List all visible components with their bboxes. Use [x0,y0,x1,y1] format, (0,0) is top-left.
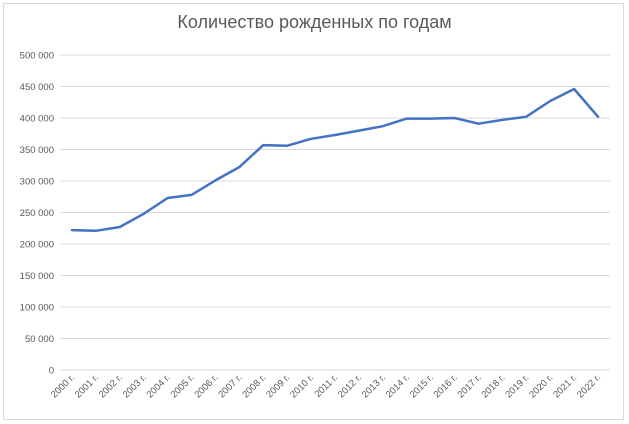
y-tick-label: 250 000 [20,208,54,219]
x-tick-label: 2012 г. [336,372,364,400]
x-tick-label: 2017 г. [456,372,484,400]
y-tick-label: 200 000 [20,240,54,251]
x-tick-label: 2005 г. [169,372,197,400]
x-tick-label: 2011 г. [313,372,341,400]
x-tick-label: 2020 г. [527,372,555,400]
y-tick-label: 450 000 [20,82,54,93]
x-tick-label: 2010 г. [288,372,316,400]
y-tick-label: 400 000 [20,114,54,125]
y-tick-label: 350 000 [20,145,54,156]
x-tick-label: 2022 г. [575,372,603,400]
x-tick-label: 2000 г. [49,372,77,400]
x-tick-label: 2021 г. [551,372,579,400]
chart-frame [3,3,624,420]
x-tick-label: 2007 г. [216,372,244,400]
y-tick-label: 50 000 [25,334,54,345]
x-tick-label: 2001 г. [73,372,101,400]
y-tick-label: 0 [49,366,54,377]
x-tick-label: 2013 г. [360,372,388,400]
y-tick-label: 500 000 [20,51,54,62]
x-tick-label: 2008 г. [240,372,268,400]
x-tick-label: 2004 г. [145,372,173,400]
y-tick-label: 150 000 [20,271,54,282]
x-tick-label: 2003 г. [121,372,149,400]
x-tick-label: 2009 г. [264,372,292,400]
x-tick-label: 2006 г. [192,372,220,400]
y-tick-label: 100 000 [20,303,54,314]
y-tick-label: 300 000 [20,177,54,188]
x-tick-label: 2018 г. [479,372,507,400]
x-tick-label: 2002 г. [97,372,125,400]
chart-title: Количество рожденных по годам [177,12,452,32]
x-tick-label: 2014 г. [384,372,412,400]
x-tick-label: 2019 г. [503,372,531,400]
x-tick-label: 2016 г. [432,372,460,400]
series-line [70,87,600,233]
x-tick-label: 2015 г. [408,372,436,400]
